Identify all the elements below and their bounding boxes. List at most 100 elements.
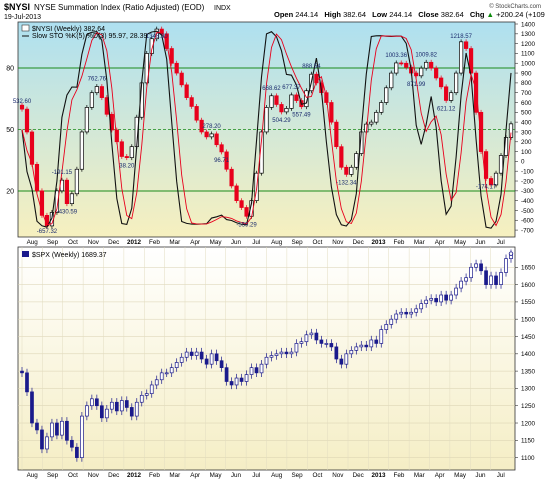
low-label: Low: [372, 10, 387, 19]
spx-candle-body: [499, 272, 503, 285]
upper-candle-body: [508, 123, 514, 138]
lower-x-tick-label: 2013: [372, 472, 387, 479]
spx-candle-body: [344, 353, 349, 365]
spx-candle-body: [369, 339, 374, 348]
upper-candle-body: [269, 95, 274, 108]
upper-candle-body: [119, 141, 124, 157]
upper-candle-body: [129, 146, 134, 158]
spx-candle-body: [30, 391, 34, 424]
annotation-label: 1009.82: [415, 52, 437, 58]
upper-candle-body: [289, 94, 294, 109]
spx-candle-body: [489, 275, 493, 285]
spx-candle-body: [65, 420, 69, 441]
spx-candle-body: [144, 393, 149, 396]
upper-candle-body: [389, 72, 394, 89]
right-tick-label: -100: [521, 169, 534, 176]
upper-x-tick-label: Feb: [394, 239, 405, 246]
upper-x-tick-label: Oct: [313, 239, 323, 246]
spx-candle-body: [124, 400, 129, 408]
spx-candle-body: [479, 263, 483, 272]
spx-candle-body: [134, 401, 139, 417]
lower-right-tick-label: 1300: [521, 386, 536, 393]
upper-candle-body: [214, 133, 219, 146]
spx-candle-body: [114, 401, 119, 412]
spx-candle-body: [444, 294, 448, 301]
open-label: Open: [274, 10, 294, 19]
index-name-label: NYSE Summation Index (Ratio Adjusted) (E…: [34, 3, 205, 12]
upper-x-tick-label: Mar: [169, 239, 180, 246]
spx-candle-body: [399, 311, 404, 315]
annotation-label: 677.37: [282, 85, 301, 91]
spx-candle-body: [129, 407, 134, 417]
upper-candle-body: [24, 108, 30, 133]
lower-x-tick-label: Jun: [475, 472, 486, 479]
annotation-label: 1003.36: [385, 53, 407, 59]
lower-right-tick-label: 1500: [521, 317, 536, 324]
upper-candle-body: [304, 90, 309, 108]
upper-candle-body: [294, 94, 299, 101]
upper-candle-body: [89, 92, 94, 108]
lower-right-tick-label: 1350: [521, 368, 536, 375]
lower-x-tick-label: 2012: [127, 472, 142, 479]
upper-candle-body: [209, 133, 214, 138]
upper-x-tick-label: Jun: [475, 239, 486, 246]
spx-candle-body: [70, 439, 74, 448]
annotation-label: -657.32: [37, 229, 58, 235]
upper-candle-body: [444, 86, 449, 101]
upper-candle-body: [279, 104, 284, 113]
upper-candle-body: [284, 108, 289, 113]
spx-candle-body: [324, 343, 329, 345]
upper-x-tick-label: Oct: [68, 239, 78, 246]
upper-candle-body: [488, 178, 494, 186]
lower-x-tick-label: Aug: [271, 472, 283, 479]
upper-candle-body: [439, 77, 444, 88]
lower-x-tick-label: Jul: [497, 472, 505, 479]
spx-candle-body: [40, 429, 44, 450]
upper-candle-body: [459, 41, 464, 74]
right-tick-label: -500: [521, 208, 534, 215]
lower-right-tick-label: 1400: [521, 351, 536, 358]
upper-candle-body: [259, 131, 264, 174]
spx-candle-body: [204, 358, 209, 365]
upper-candle-body: [274, 95, 279, 105]
spx-candle-body: [379, 329, 384, 344]
upper-candle-body: [239, 200, 244, 208]
spx-candle-body: [154, 379, 159, 386]
upper-candle-body: [434, 67, 439, 79]
spx-candle-body: [359, 344, 364, 348]
left-tick-label: 50: [6, 127, 14, 134]
chg-arrow: ▲: [487, 10, 494, 19]
upper-candle-body: [493, 172, 499, 186]
spx-candle-body: [294, 343, 299, 353]
upper-candle-body: [224, 151, 229, 170]
annotation-label: 888.54: [302, 64, 321, 70]
spx-candle-body: [439, 294, 443, 303]
right-tick-label: -400: [521, 198, 534, 205]
lower-x-tick-label: Apr: [435, 472, 445, 479]
upper-candle-body: [54, 190, 60, 213]
right-tick-label: 1300: [521, 31, 536, 38]
upper-candle-body: [478, 111, 484, 152]
lower-x-tick-label: Jul: [252, 472, 260, 479]
lower-legend-label: $SPX (Weekly) 1689.37: [32, 252, 107, 259]
spx-candle-body: [209, 353, 214, 365]
lower-x-tick-label: Mar: [169, 472, 180, 479]
upper-candles: [19, 26, 514, 229]
lower-right-tick-label: 1650: [521, 265, 536, 272]
upper-candle-body: [329, 102, 334, 123]
spx-candle-body: [269, 355, 274, 358]
spx-candle-body: [219, 360, 224, 369]
symbol-label: $NYSI: [4, 2, 30, 12]
upper-candle-body: [498, 155, 504, 174]
upper-candle-body: [149, 38, 154, 54]
spx-candle-body: [459, 280, 463, 289]
upper-x-tick-label: 2012: [127, 239, 142, 246]
annotation-label: -174.17: [476, 184, 497, 190]
upper-candle-body: [184, 84, 189, 98]
lower-x-tick-label: Nov: [332, 472, 344, 479]
upper-legend-label: $NYSI (Weekly) 382.64: [32, 26, 105, 33]
spx-candle-body: [80, 415, 84, 458]
upper-candle-body: [369, 121, 374, 125]
upper-candle-body: [99, 86, 104, 98]
